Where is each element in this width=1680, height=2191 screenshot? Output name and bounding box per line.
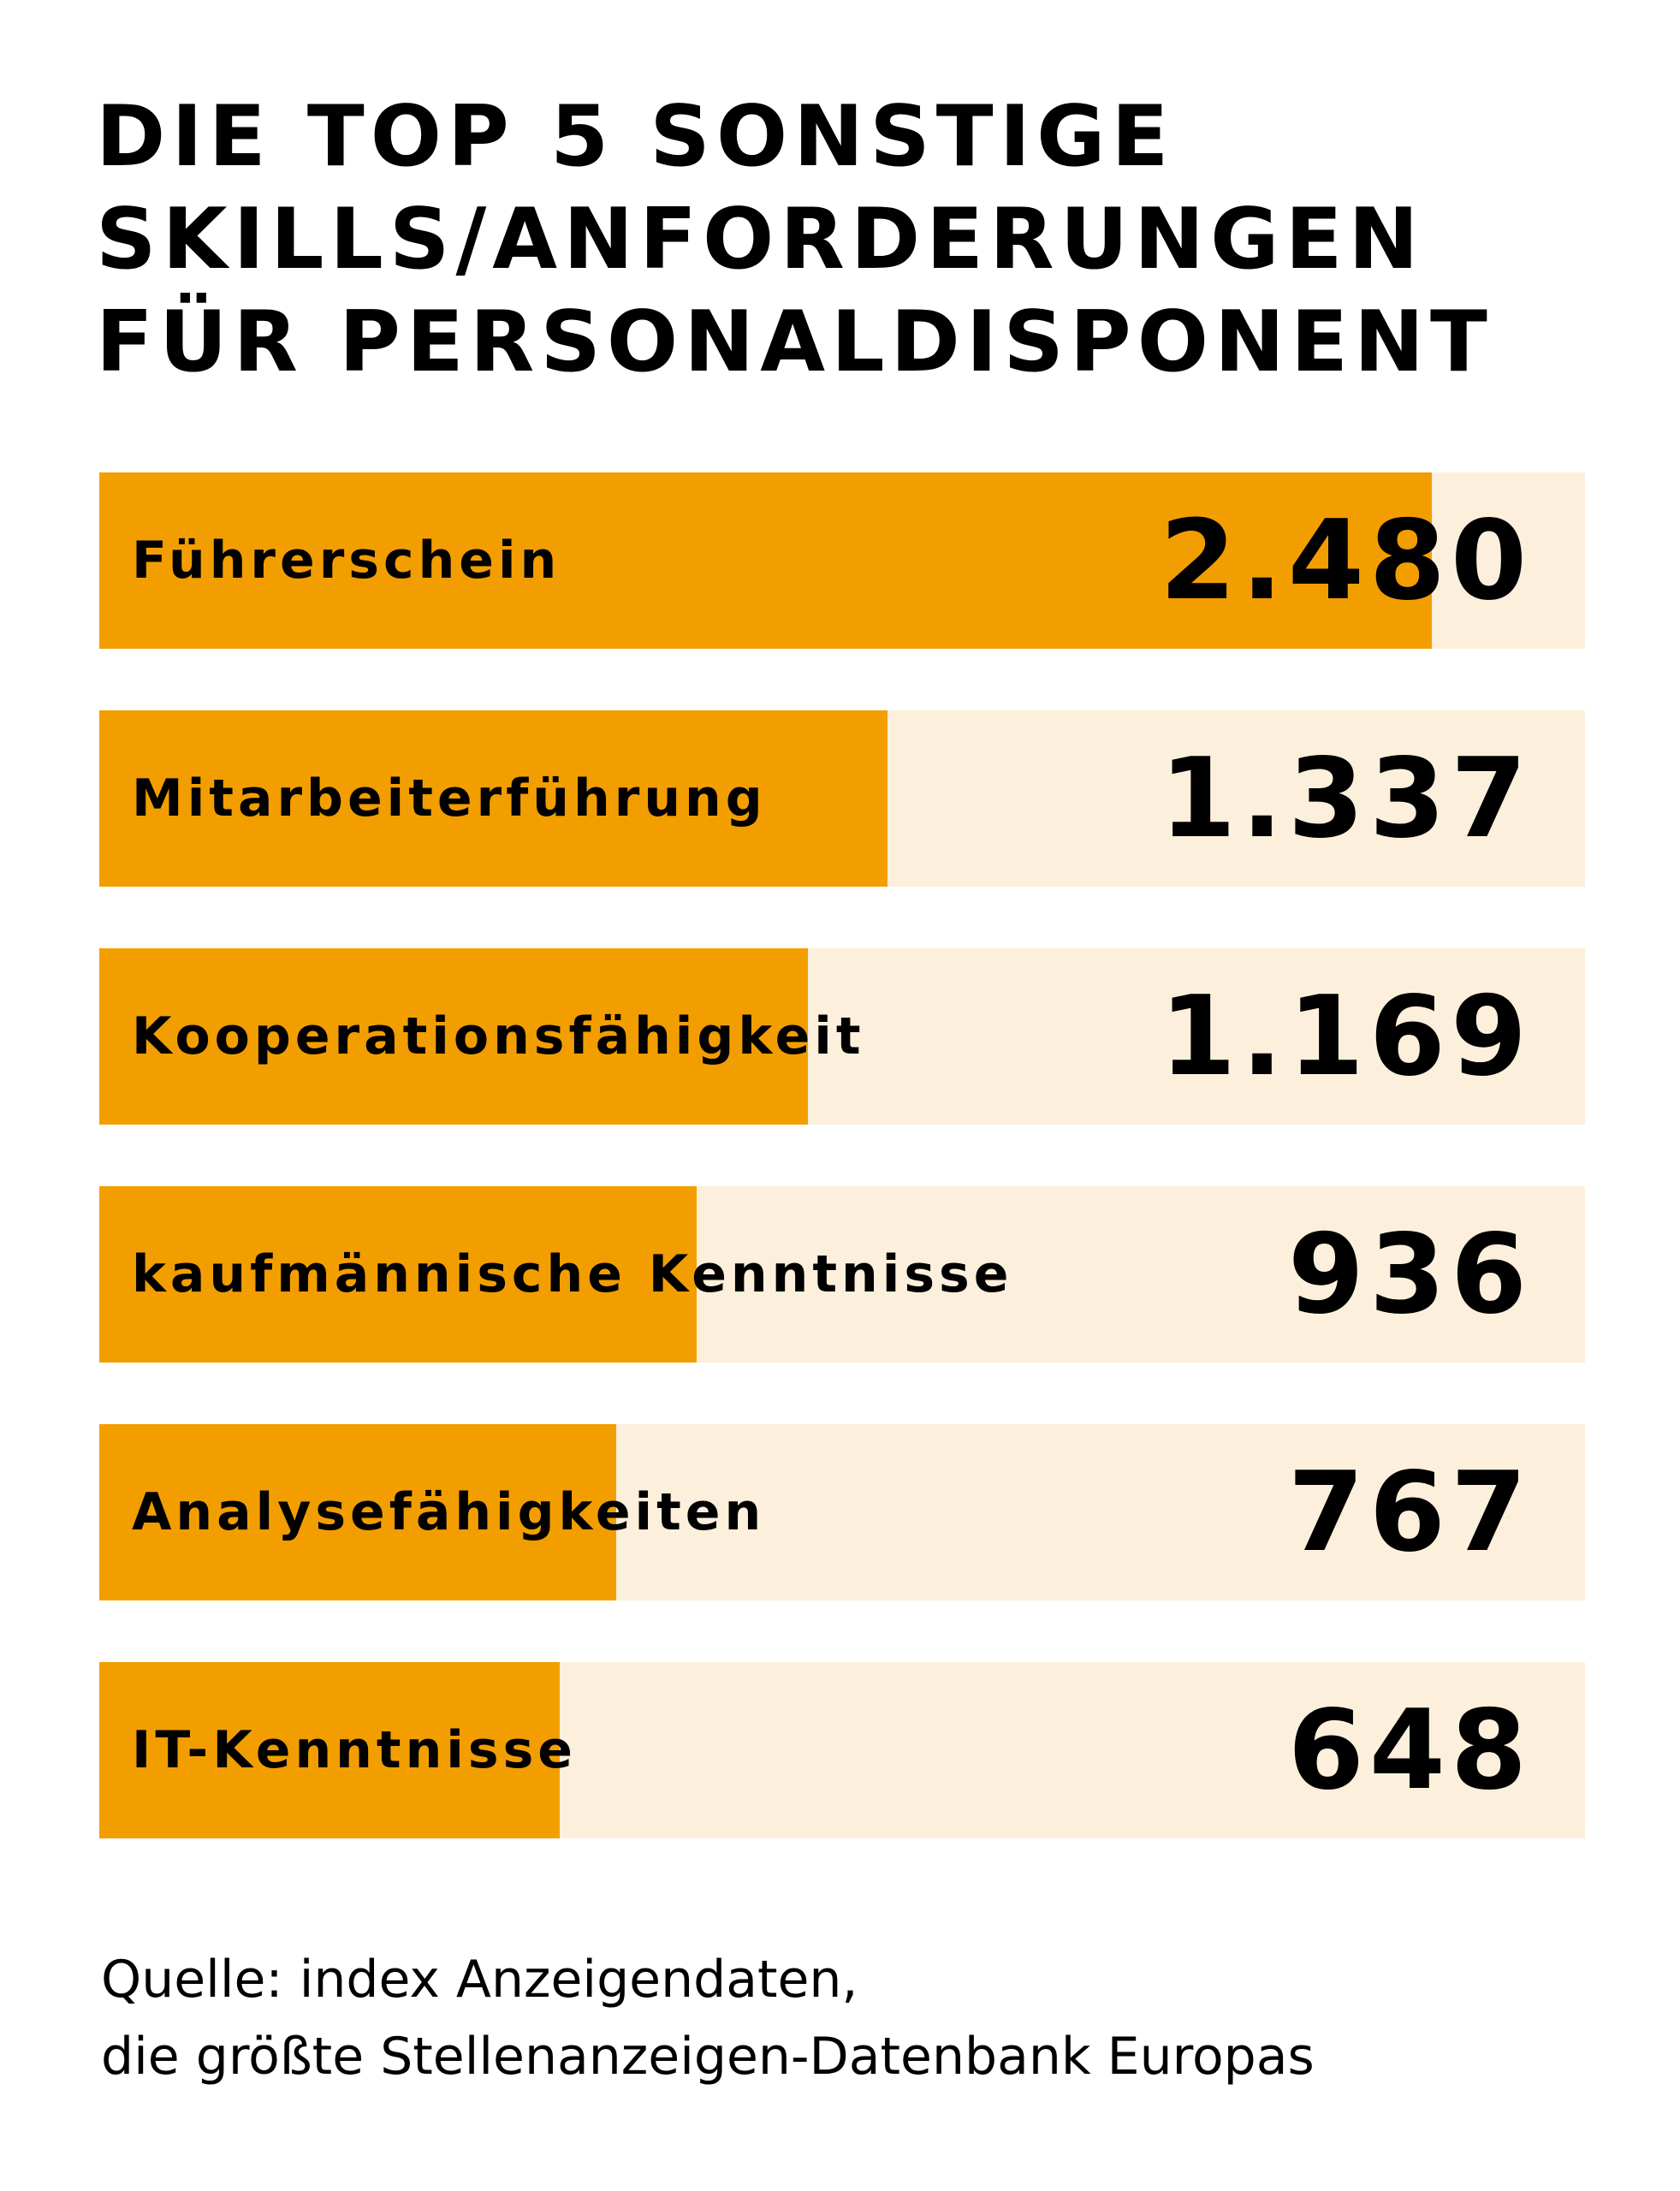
bar xyxy=(99,472,1432,649)
bar-row: Führerschein 2.480 xyxy=(99,472,1585,649)
bar xyxy=(99,710,888,887)
bar xyxy=(99,1662,561,1838)
bar-label: Führerschein xyxy=(132,531,561,591)
bar-label: Mitarbeiterführung xyxy=(132,769,767,828)
value-label: 2.480 xyxy=(1160,496,1532,625)
bar xyxy=(99,948,808,1125)
value-label: 1.337 xyxy=(1160,734,1532,863)
value-label: 648 xyxy=(1287,1686,1532,1814)
bar-label: kaufmännische Kenntnisse xyxy=(132,1244,1013,1304)
value-label: 1.169 xyxy=(1160,972,1532,1101)
value-label: 767 xyxy=(1287,1448,1532,1576)
bar-row: kaufmännische Kenntnisse 936 xyxy=(99,1186,1585,1363)
bar-row: Analysefähigkeiten 767 xyxy=(99,1424,1585,1600)
chart-title: DIE TOP 5 SONSTIGE SKILLS/ANFORDERUNGEN … xyxy=(96,88,1493,391)
bar-label: Kooperationsfähigkeit xyxy=(132,1006,865,1066)
bar-label: IT-Kenntnisse xyxy=(132,1720,577,1780)
bar-row: Kooperationsfähigkeit 1.169 xyxy=(99,948,1585,1125)
bar xyxy=(99,1424,617,1600)
bar-row: IT-Kenntnisse 648 xyxy=(99,1662,1585,1838)
bar-row: Mitarbeiterführung 1.337 xyxy=(99,710,1585,887)
bar-label: Analysefähigkeiten xyxy=(132,1482,766,1542)
bar xyxy=(99,1186,698,1363)
source-note: Quelle: index Anzeigendaten, die größte … xyxy=(101,1950,1315,2087)
value-label: 936 xyxy=(1287,1210,1532,1339)
